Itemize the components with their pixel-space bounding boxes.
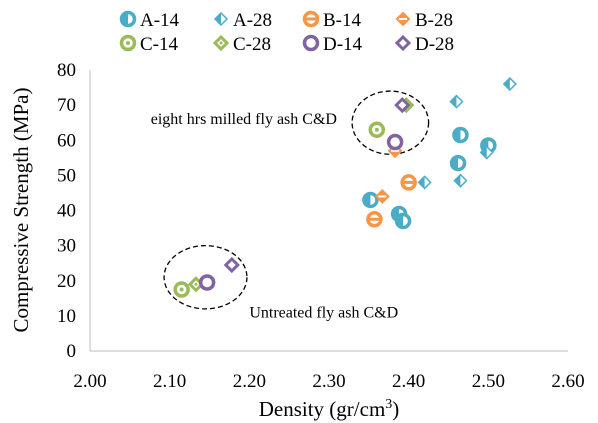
data-point (417, 175, 432, 190)
annotation-label: eight hrs milled fly ash C&D (151, 111, 337, 128)
legend-label: D-14 (323, 34, 363, 55)
data-point (394, 97, 411, 114)
y-tick-label: 20 (57, 271, 76, 292)
x-tick-label: 2.20 (233, 371, 266, 392)
x-tick-label: 2.60 (551, 371, 584, 392)
legend-marker (213, 11, 229, 27)
legend-marker (119, 34, 137, 52)
legend-item: D-28 (394, 34, 454, 55)
legend-marker (302, 10, 320, 28)
y-tick-label: 50 (57, 165, 76, 186)
data-point (362, 191, 379, 209)
y-tick-labels: 0 10 20 30 40 50 60 70 80 (57, 60, 76, 362)
legend-label: C-14 (140, 34, 179, 55)
legend-label: B-14 (323, 10, 362, 31)
legend-label: A-28 (233, 10, 272, 31)
legend-item: B-28 (395, 10, 453, 31)
legend-item: C-28 (212, 34, 271, 55)
highlight-ellipse (351, 90, 430, 155)
data-point (198, 274, 216, 291)
data-point (173, 281, 190, 298)
legend-marker (395, 11, 411, 27)
data-point (366, 211, 383, 228)
legend: A-14 A-28 B-14 B-28 C-14 C-28 D-14 D-28 (119, 10, 454, 55)
x-tick-label: 2.50 (472, 371, 505, 392)
highlight-ellipse (163, 244, 248, 310)
x-tick-label: 2.30 (312, 371, 345, 392)
legend-item: D-14 (302, 34, 363, 55)
y-tick-label: 40 (57, 201, 76, 222)
legend-marker (394, 34, 412, 52)
data-point (453, 173, 468, 188)
data-point (452, 126, 469, 144)
data-point (449, 154, 467, 172)
data-point (368, 121, 386, 138)
legend-label: A-14 (140, 10, 180, 31)
x-tick-labels: 2.00 2.10 2.20 2.30 2.40 2.50 2.60 (73, 371, 584, 392)
legend-item: B-14 (302, 10, 362, 31)
y-axis-title: Compressive Strength (MPa) (9, 88, 33, 333)
x-tick-label: 2.10 (153, 371, 186, 392)
y-tick-label: 10 (57, 306, 76, 327)
data-point (400, 174, 417, 191)
annotation-label: Untreated fly ash C&D (249, 304, 398, 321)
axes (89, 70, 568, 352)
y-tick-label: 70 (57, 95, 76, 116)
y-tick-label: 80 (57, 60, 76, 81)
x-axis-title: Density (gr/cm3) (259, 397, 400, 421)
data-points (173, 76, 517, 298)
legend-label: B-28 (415, 10, 453, 31)
y-tick-label: 30 (57, 236, 76, 257)
data-point (223, 256, 240, 274)
legend-label: D-28 (415, 34, 454, 55)
data-point (502, 76, 517, 92)
annotations: eight hrs milled fly ash C&D Untreated fl… (151, 90, 430, 321)
legend-item: A-28 (213, 10, 272, 31)
legend-marker (119, 10, 137, 28)
data-point (374, 189, 390, 204)
legend-marker (212, 34, 230, 52)
legend-item: C-14 (119, 34, 179, 55)
x-tick-label: 2.00 (73, 371, 106, 392)
y-tick-label: 60 (57, 130, 76, 151)
legend-item: A-14 (119, 10, 180, 31)
y-tick-label: 0 (67, 341, 77, 362)
data-point (394, 212, 412, 230)
legend-label: C-28 (233, 34, 271, 55)
data-point (479, 145, 494, 160)
x-tick-label: 2.40 (392, 371, 425, 392)
legend-marker (302, 34, 320, 52)
data-point (386, 133, 404, 151)
data-point (449, 94, 464, 109)
